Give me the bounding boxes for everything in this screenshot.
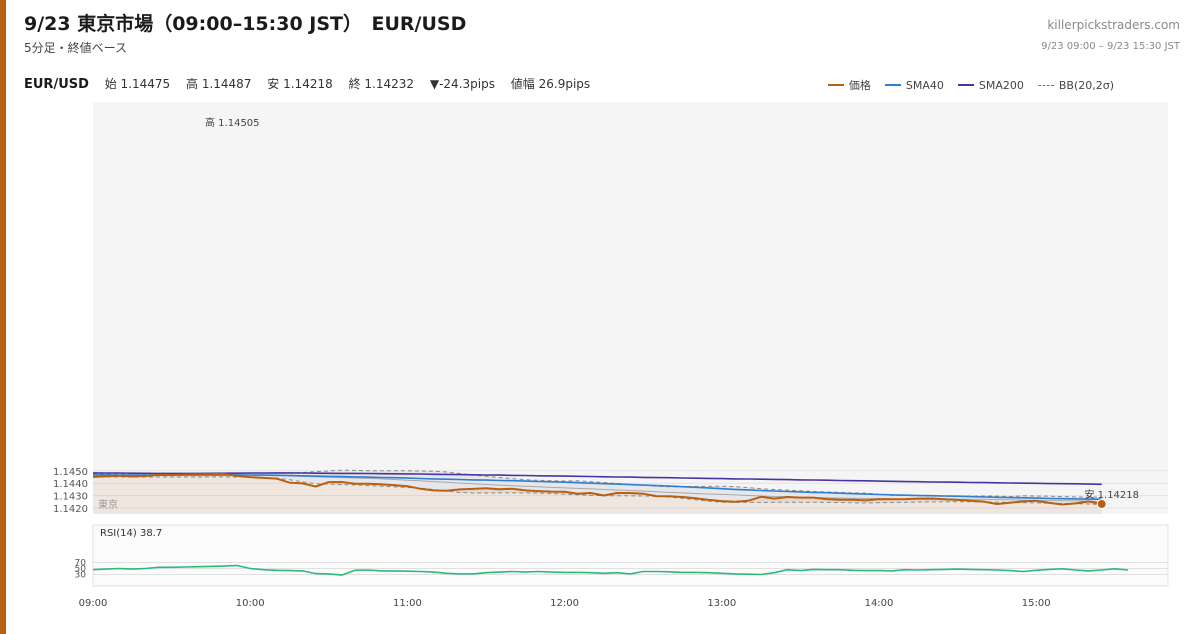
- x-tick-label-5: 14:00: [865, 598, 894, 609]
- legend-label-price: 価格: [848, 79, 871, 92]
- page-title: 9/23 東京市場（09:00–15:30 JST） EUR/USD: [24, 13, 467, 35]
- x-tick-label-2: 11:00: [393, 598, 422, 609]
- main-plot-background: [93, 102, 1168, 514]
- x-tick-label-3: 12:00: [550, 598, 579, 609]
- rsi-title: RSI(14) 38.7: [100, 528, 162, 539]
- price-line: [92, 472, 1102, 506]
- sma200-line: [92, 472, 1102, 486]
- legend-label-bb: BB(20,2σ): [1058, 78, 1114, 92]
- y-tick-label-0: 1.1420: [53, 504, 88, 515]
- rsi-y-tick-label-1: 50: [75, 565, 87, 575]
- legend-item-sma200[interactable]: SMA200: [957, 78, 1024, 92]
- chart-legend: 価格 SMA40 SMA200 BB(20,2σ): [827, 77, 1114, 93]
- legend-swatch-sma40: [884, 84, 901, 86]
- site-name[interactable]: killerpickstraders.com: [1047, 18, 1180, 32]
- legend-label-sma40: SMA40: [905, 78, 944, 92]
- legend-item-bb[interactable]: BB(20,2σ): [1037, 78, 1114, 92]
- close-value: 終 1.14232: [348, 77, 415, 91]
- rsi-plot-background: [92, 524, 1169, 587]
- x-tick-label-1: 10:00: [236, 598, 265, 609]
- legend-item-price[interactable]: 価格: [827, 77, 871, 93]
- y-tick-label-1: 1.1430: [53, 492, 88, 503]
- change-value: ▼-24.3pips: [429, 77, 495, 91]
- last-price-dot: [1096, 499, 1107, 510]
- symbol-label: EUR/USD: [24, 77, 89, 92]
- price-area-fill: [93, 473, 1102, 514]
- legend-label-sma200: SMA200: [978, 78, 1024, 92]
- rsi-line: [92, 564, 1128, 576]
- x-tick-label-6: 15:00: [1022, 598, 1051, 609]
- legend-swatch-sma200: [957, 84, 974, 86]
- rsi-y-tick-label-0: 30: [75, 571, 87, 581]
- stats-bar: EUR/USD 始 1.14475 高 1.14487 安 1.14218 終 …: [24, 75, 602, 92]
- y-tick-label-3: 1.1450: [53, 467, 88, 478]
- high-value: 高 1.14487: [186, 77, 252, 91]
- page-subtitle: 5分足・終値ベース: [24, 41, 128, 55]
- sma40-line: [93, 474, 1102, 500]
- legend-swatch-price: [827, 84, 844, 86]
- range-value: 値幅 26.9pips: [510, 77, 591, 91]
- accent-bar: [0, 0, 6, 634]
- y-tick-label-2: 1.1440: [53, 479, 88, 490]
- rsi-y-tick-label-2: 70: [75, 559, 87, 569]
- legend-item-sma40[interactable]: SMA40: [884, 78, 944, 92]
- open-value: 始 1.14475: [104, 77, 171, 91]
- legend-swatch-bb: [1037, 84, 1054, 86]
- x-tick-label-4: 13:00: [707, 598, 736, 609]
- high-annotation: 高 1.14505: [205, 116, 260, 129]
- bb-band-fill: [93, 470, 1102, 505]
- date-range: 9/23 09:00 – 9/23 15:30 JST: [1041, 41, 1180, 52]
- low-value: 安 1.14218: [267, 77, 333, 91]
- x-tick-label-0: 09:00: [79, 598, 108, 609]
- session-label: 東京: [98, 498, 118, 511]
- low-annotation: 安 1.14218: [1084, 488, 1139, 501]
